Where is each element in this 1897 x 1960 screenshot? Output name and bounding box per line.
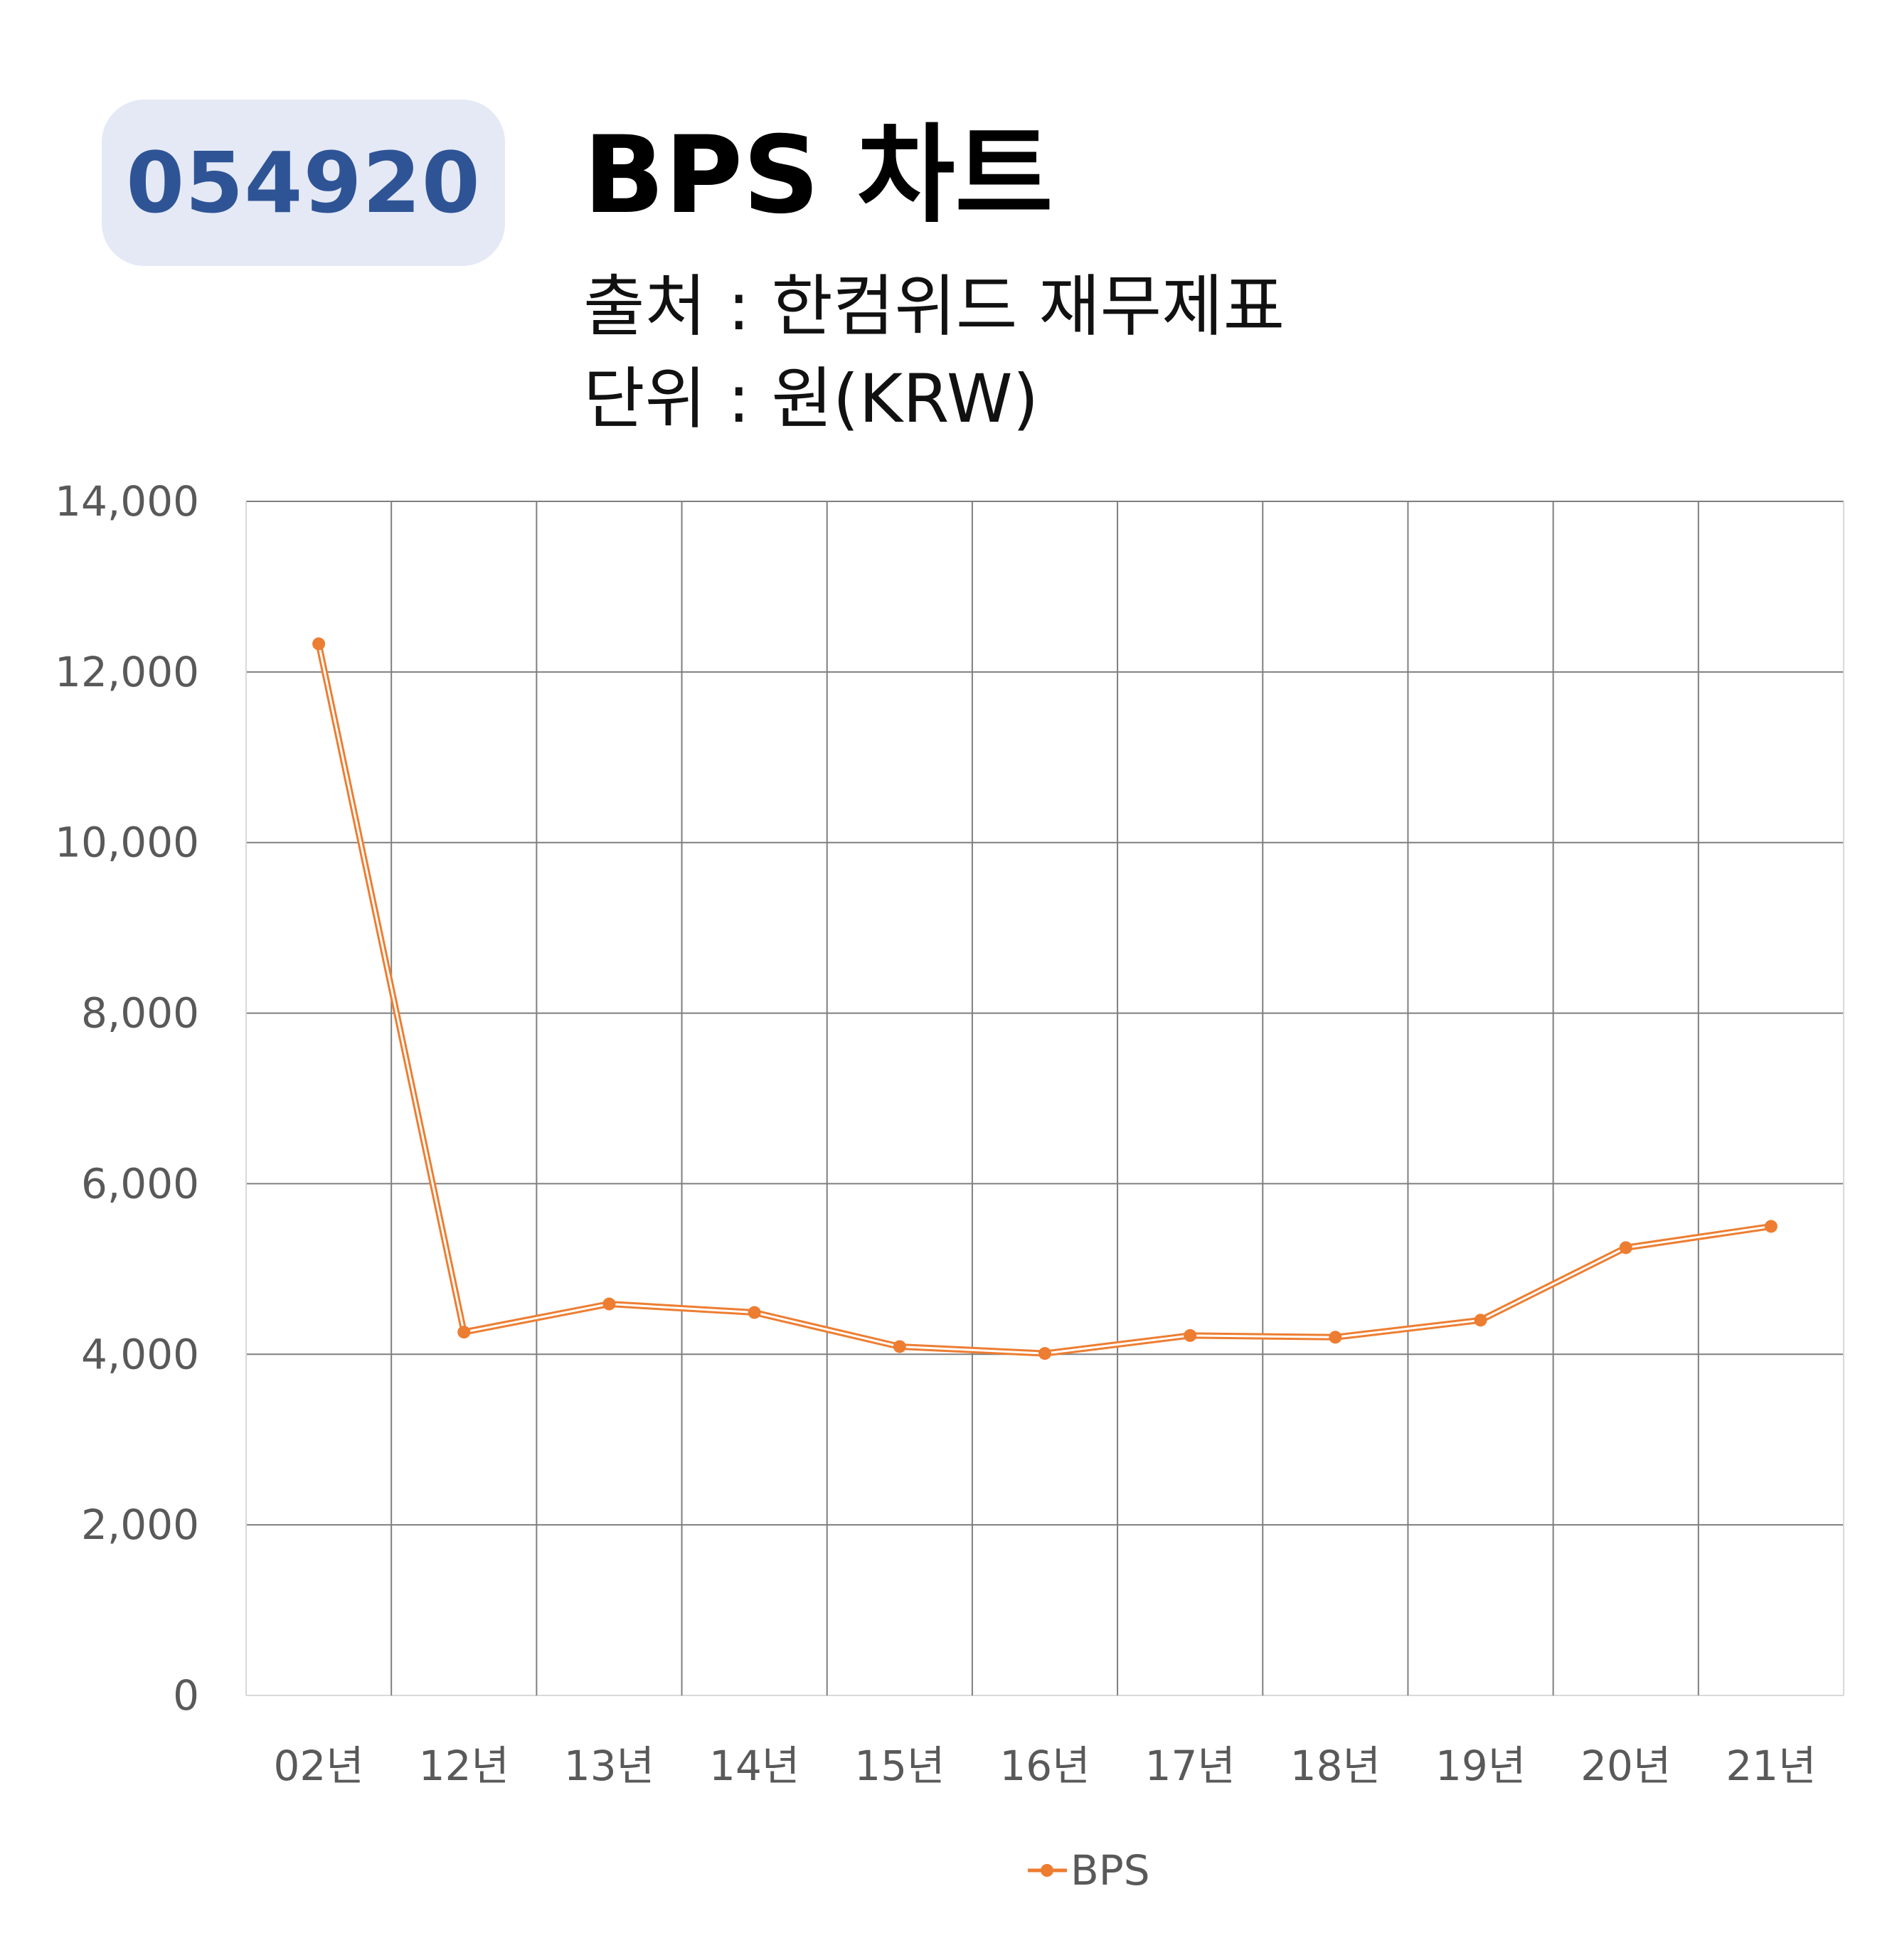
x-tick-label: 15년 <box>854 1742 945 1790</box>
y-tick-label: 2,000 <box>81 1501 199 1549</box>
x-tick-label: 14년 <box>709 1742 799 1790</box>
data-point <box>312 637 326 651</box>
x-tick-label: 16년 <box>999 1742 1090 1790</box>
chart-grid <box>245 501 1844 1696</box>
y-tick-label: 0 <box>173 1671 199 1720</box>
x-tick-label: 20년 <box>1580 1742 1671 1790</box>
x-tick-label: 21년 <box>1726 1742 1816 1790</box>
y-axis-ticks: 0 2,000 4,000 6,000 8,000 10,000 12,000 14,000 <box>55 477 199 1720</box>
y-tick-label: 4,000 <box>81 1330 199 1378</box>
chart-legend: BPS <box>1028 1846 1150 1895</box>
x-tick-label: 02년 <box>274 1742 364 1790</box>
data-point <box>1764 1220 1778 1233</box>
y-tick-label: 8,000 <box>81 989 199 1038</box>
stock-code-badge: 054920 <box>102 100 505 266</box>
data-point <box>1619 1241 1632 1255</box>
series-bps <box>312 637 1778 1360</box>
data-point <box>1329 1331 1342 1344</box>
legend-marker <box>1041 1864 1053 1877</box>
data-point <box>748 1306 761 1319</box>
chart-title: BPS 차트 <box>583 114 1053 238</box>
data-point <box>1038 1347 1051 1360</box>
x-tick-label: 12년 <box>419 1742 509 1790</box>
legend-label: BPS <box>1070 1846 1150 1895</box>
x-tick-label: 18년 <box>1290 1742 1381 1790</box>
source-label: 출처 : 한컴위드 재무제표 <box>583 268 1285 346</box>
data-point <box>602 1297 616 1311</box>
data-point <box>893 1340 906 1353</box>
data-point <box>457 1326 471 1339</box>
y-tick-label: 6,000 <box>81 1159 199 1208</box>
y-tick-label: 10,000 <box>55 819 199 867</box>
data-point <box>1474 1314 1487 1327</box>
y-tick-label: 14,000 <box>55 477 199 526</box>
data-point <box>1184 1328 1197 1342</box>
x-tick-label: 19년 <box>1435 1742 1526 1790</box>
x-tick-label: 13년 <box>564 1742 654 1790</box>
x-tick-label: 17년 <box>1145 1742 1236 1790</box>
y-tick-label: 12,000 <box>55 648 199 696</box>
unit-label: 단위 : 원(KRW) <box>583 361 1039 438</box>
x-axis-ticks: 02년 12년 13년 14년 15년 16년 17년 18년 19년 20년 21년 <box>274 1742 1817 1790</box>
